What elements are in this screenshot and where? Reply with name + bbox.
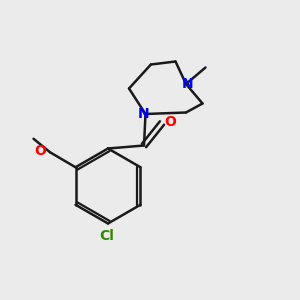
Text: N: N <box>182 77 193 91</box>
Text: O: O <box>164 115 176 128</box>
Text: N: N <box>138 107 150 121</box>
Text: Cl: Cl <box>99 229 114 243</box>
Text: O: O <box>34 144 46 158</box>
